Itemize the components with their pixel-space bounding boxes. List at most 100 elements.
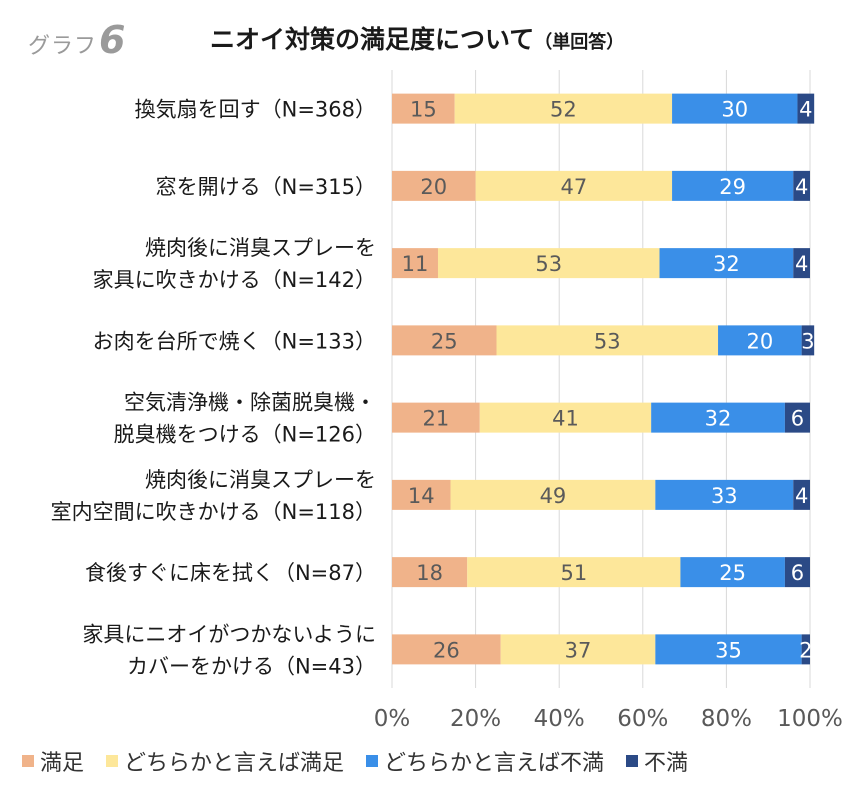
legend-item: 不満 — [626, 745, 688, 777]
bar-segment — [392, 557, 468, 588]
bar-segment — [784, 402, 810, 433]
chart-legend: 満足 どちらかと言えば満足 どちらかと言えば不満 不満 — [22, 744, 710, 778]
bar-segment — [680, 557, 785, 588]
category-label: 家具にニオイがつかないように — [82, 622, 376, 646]
x-tick-label: 20% — [450, 706, 501, 732]
legend-swatch — [366, 755, 379, 767]
bar-segment — [454, 93, 673, 124]
category-label: カバーをかける（N=43） — [127, 654, 376, 678]
data-label: 6 — [791, 407, 804, 431]
data-label: 11 — [402, 252, 429, 276]
bar-segment — [655, 634, 802, 665]
data-label: 2 — [799, 638, 812, 662]
data-label: 25 — [431, 329, 458, 353]
legend-label: どちらかと言えば満足 — [124, 751, 345, 776]
category-label: 家具に吹きかける（N=142） — [93, 268, 376, 292]
data-label: 51 — [560, 561, 587, 585]
category-label: 焼肉後に消臭スプレーを — [145, 468, 376, 492]
data-label: 26 — [433, 638, 460, 662]
bar-segment — [392, 479, 451, 510]
data-label: 4 — [795, 175, 808, 199]
data-label: 20 — [746, 329, 773, 353]
x-tick-label: 80% — [701, 706, 752, 732]
legend-swatch — [626, 755, 639, 767]
bar-segment — [793, 479, 810, 510]
data-label: 47 — [560, 175, 587, 199]
bar-segment — [672, 93, 798, 124]
legend-label: 不満 — [644, 751, 689, 776]
category-label: 食後すぐに床を拭く（N=87） — [85, 561, 376, 585]
data-label: 4 — [795, 252, 808, 276]
data-label: 41 — [552, 407, 579, 431]
data-label: 20 — [420, 175, 447, 199]
x-tick-label: 60% — [617, 706, 668, 732]
bar-segment — [793, 170, 810, 201]
category-label: 換気扇を回す（N=368） — [135, 98, 376, 122]
bar-segment — [475, 170, 673, 201]
bar-segment — [392, 402, 480, 433]
bar-segment — [479, 402, 652, 433]
stacked-bar-chart: 0% 20% 40% 60% 80% 100% 換気扇を回す（N=368） 15 52 30 4 窓を… — [51, 70, 843, 732]
chart-title-main: ニオイ対策の満足度について — [210, 25, 535, 54]
data-label: 30 — [721, 98, 748, 122]
bar-segment — [793, 248, 810, 279]
bar-segment — [801, 325, 815, 356]
data-label: 14 — [408, 484, 435, 508]
bar-segment — [437, 248, 660, 279]
data-label: 4 — [795, 484, 808, 508]
x-tick-label: 40% — [534, 706, 585, 732]
bar-segment — [659, 248, 794, 279]
category-label: 窓を開ける（N=315） — [156, 175, 376, 199]
data-label: 21 — [423, 407, 450, 431]
bar-segment — [801, 634, 810, 665]
graph-number-label: グラフ6 — [28, 18, 126, 62]
bar-segment — [655, 479, 794, 510]
bar-segment — [496, 325, 719, 356]
chart-title-sub: （単回答） — [534, 32, 625, 53]
data-label: 33 — [711, 484, 738, 508]
data-label: 53 — [535, 252, 562, 276]
data-label: 52 — [550, 98, 577, 122]
bar-segment — [672, 170, 794, 201]
legend-label: 満足 — [40, 751, 85, 776]
data-label: 53 — [594, 329, 621, 353]
category-label: 焼肉後に消臭スプレーを — [145, 236, 376, 260]
bar-segment — [450, 479, 656, 510]
data-label: 4 — [799, 98, 812, 122]
bar-segment — [784, 557, 810, 588]
graph-label-number: 6 — [99, 18, 127, 62]
bar-segment — [797, 93, 815, 124]
legend-swatch — [22, 755, 34, 767]
chart-title: ニオイ対策の満足度について（単回答） — [210, 20, 624, 56]
legend-label: どちらかと言えば不満 — [384, 751, 605, 776]
x-tick-label: 100% — [777, 706, 843, 732]
legend-item: 満足 — [22, 745, 84, 777]
legend-item: どちらかと言えば満足 — [106, 745, 344, 777]
bar-segment — [718, 325, 802, 356]
category-label: 脱臭機をつける（N=126） — [114, 423, 376, 447]
data-label: 29 — [719, 175, 746, 199]
bar-segment — [392, 93, 455, 124]
legend-swatch — [106, 755, 119, 767]
bar-segment — [500, 634, 656, 665]
data-label: 35 — [715, 638, 742, 662]
x-tick-label: 0% — [374, 706, 411, 732]
legend-item: どちらかと言えば不満 — [366, 745, 604, 777]
bar-segment — [392, 170, 476, 201]
category-label: 室内空間に吹きかける（N=118） — [51, 500, 376, 524]
bar-segment — [392, 325, 497, 356]
data-label: 32 — [713, 252, 740, 276]
bar-segment — [392, 248, 438, 279]
data-label: 37 — [565, 638, 592, 662]
data-label: 6 — [791, 561, 804, 585]
graph-label-prefix: グラフ — [28, 34, 98, 59]
data-label: 25 — [719, 561, 746, 585]
bar-segment — [392, 634, 501, 665]
category-label: お肉を台所で焼く（N=133） — [93, 329, 376, 353]
bar-segment — [651, 402, 785, 433]
data-label: 18 — [416, 561, 443, 585]
data-label: 3 — [801, 329, 814, 353]
data-label: 49 — [540, 484, 567, 508]
data-label: 15 — [410, 98, 437, 122]
